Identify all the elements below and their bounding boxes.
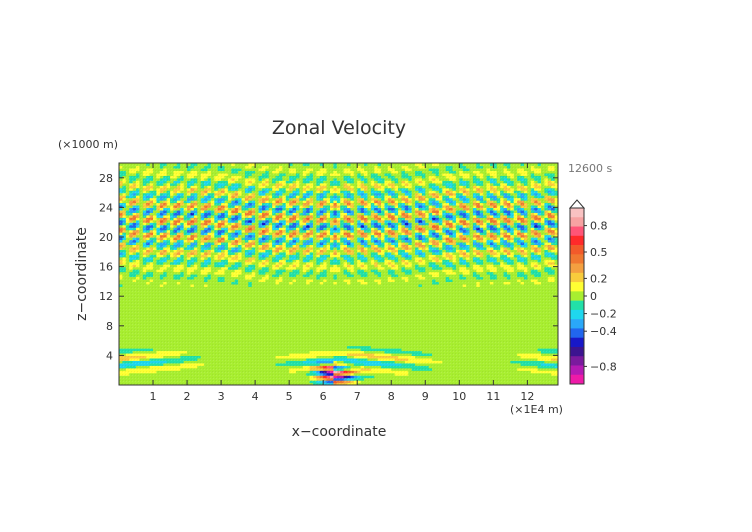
time-label: 12600 s [568, 162, 612, 175]
colorbar-swatch [570, 319, 584, 329]
x-tick-label: 3 [218, 390, 225, 403]
colorbar-legend: 0.8 0.5 0.2 0 −0.2 −0.4 −0.8 [568, 199, 617, 385]
chart-title: Zonal Velocity [272, 117, 406, 139]
colorbar-overflow-arrow [568, 199, 586, 209]
x-tick-label: 9 [422, 390, 429, 403]
y-axis-label: z−coordinate [74, 227, 90, 321]
colorbar-swatch [570, 245, 584, 255]
x-axis-label: x−coordinate [292, 424, 387, 440]
x-tick-label: 10 [452, 390, 466, 403]
colorbar-swatch [570, 254, 584, 264]
y-tick-label: 24 [99, 201, 113, 214]
colorbar-swatch [570, 272, 584, 283]
colorbar-label: 0.2 [590, 272, 608, 285]
x-tick-label: 5 [286, 390, 293, 403]
colorbar-label: −0.8 [590, 360, 617, 373]
colorbar-swatch [570, 235, 584, 246]
colorbar-label: −0.4 [590, 325, 617, 338]
colorbar-label: −0.2 [590, 308, 617, 321]
y-tick-label: 20 [99, 231, 113, 244]
colorbar-swatch [570, 291, 584, 301]
x-tick-label: 1 [150, 390, 157, 403]
colorbar-swatch [570, 309, 584, 320]
y-tick-label: 12 [99, 290, 113, 303]
colorbar-swatch [570, 356, 584, 366]
x-tick-label: 2 [184, 390, 191, 403]
colorbar-swatch [570, 217, 584, 227]
colorbar-label: 0 [590, 290, 597, 303]
colorbar-label: 0.5 [590, 246, 608, 259]
y-axis-unit-label: (×1000 m) [58, 138, 118, 151]
x-tick-label: 4 [252, 390, 259, 403]
y-tick-label: 4 [106, 349, 113, 362]
heatmap-field [119, 163, 558, 385]
colorbar-swatch [570, 374, 584, 385]
x-tick-label: 11 [486, 390, 500, 403]
colorbar-swatch [570, 300, 584, 311]
y-tick-label: 16 [99, 261, 113, 274]
colorbar-swatch [570, 365, 584, 376]
x-tick-label: 8 [388, 390, 395, 403]
colorbar-label: 0.8 [590, 220, 608, 233]
colorbar-swatch [570, 282, 584, 292]
colorbar-swatch [570, 263, 584, 274]
colorbar-swatch [570, 328, 584, 338]
colorbar-swatch [570, 337, 584, 348]
x-tick-label: 7 [354, 390, 361, 403]
x-axis-unit-label: (×1E4 m) [510, 403, 563, 416]
x-tick-label: 6 [320, 390, 327, 403]
colorbar-swatch [570, 208, 584, 218]
y-tick-label: 28 [99, 172, 113, 185]
y-tick-label: 8 [106, 320, 113, 333]
x-tick-label: 12 [520, 390, 534, 403]
colorbar-swatch [570, 226, 584, 237]
colorbar-swatch [570, 346, 584, 357]
plot-frame [118, 162, 559, 386]
